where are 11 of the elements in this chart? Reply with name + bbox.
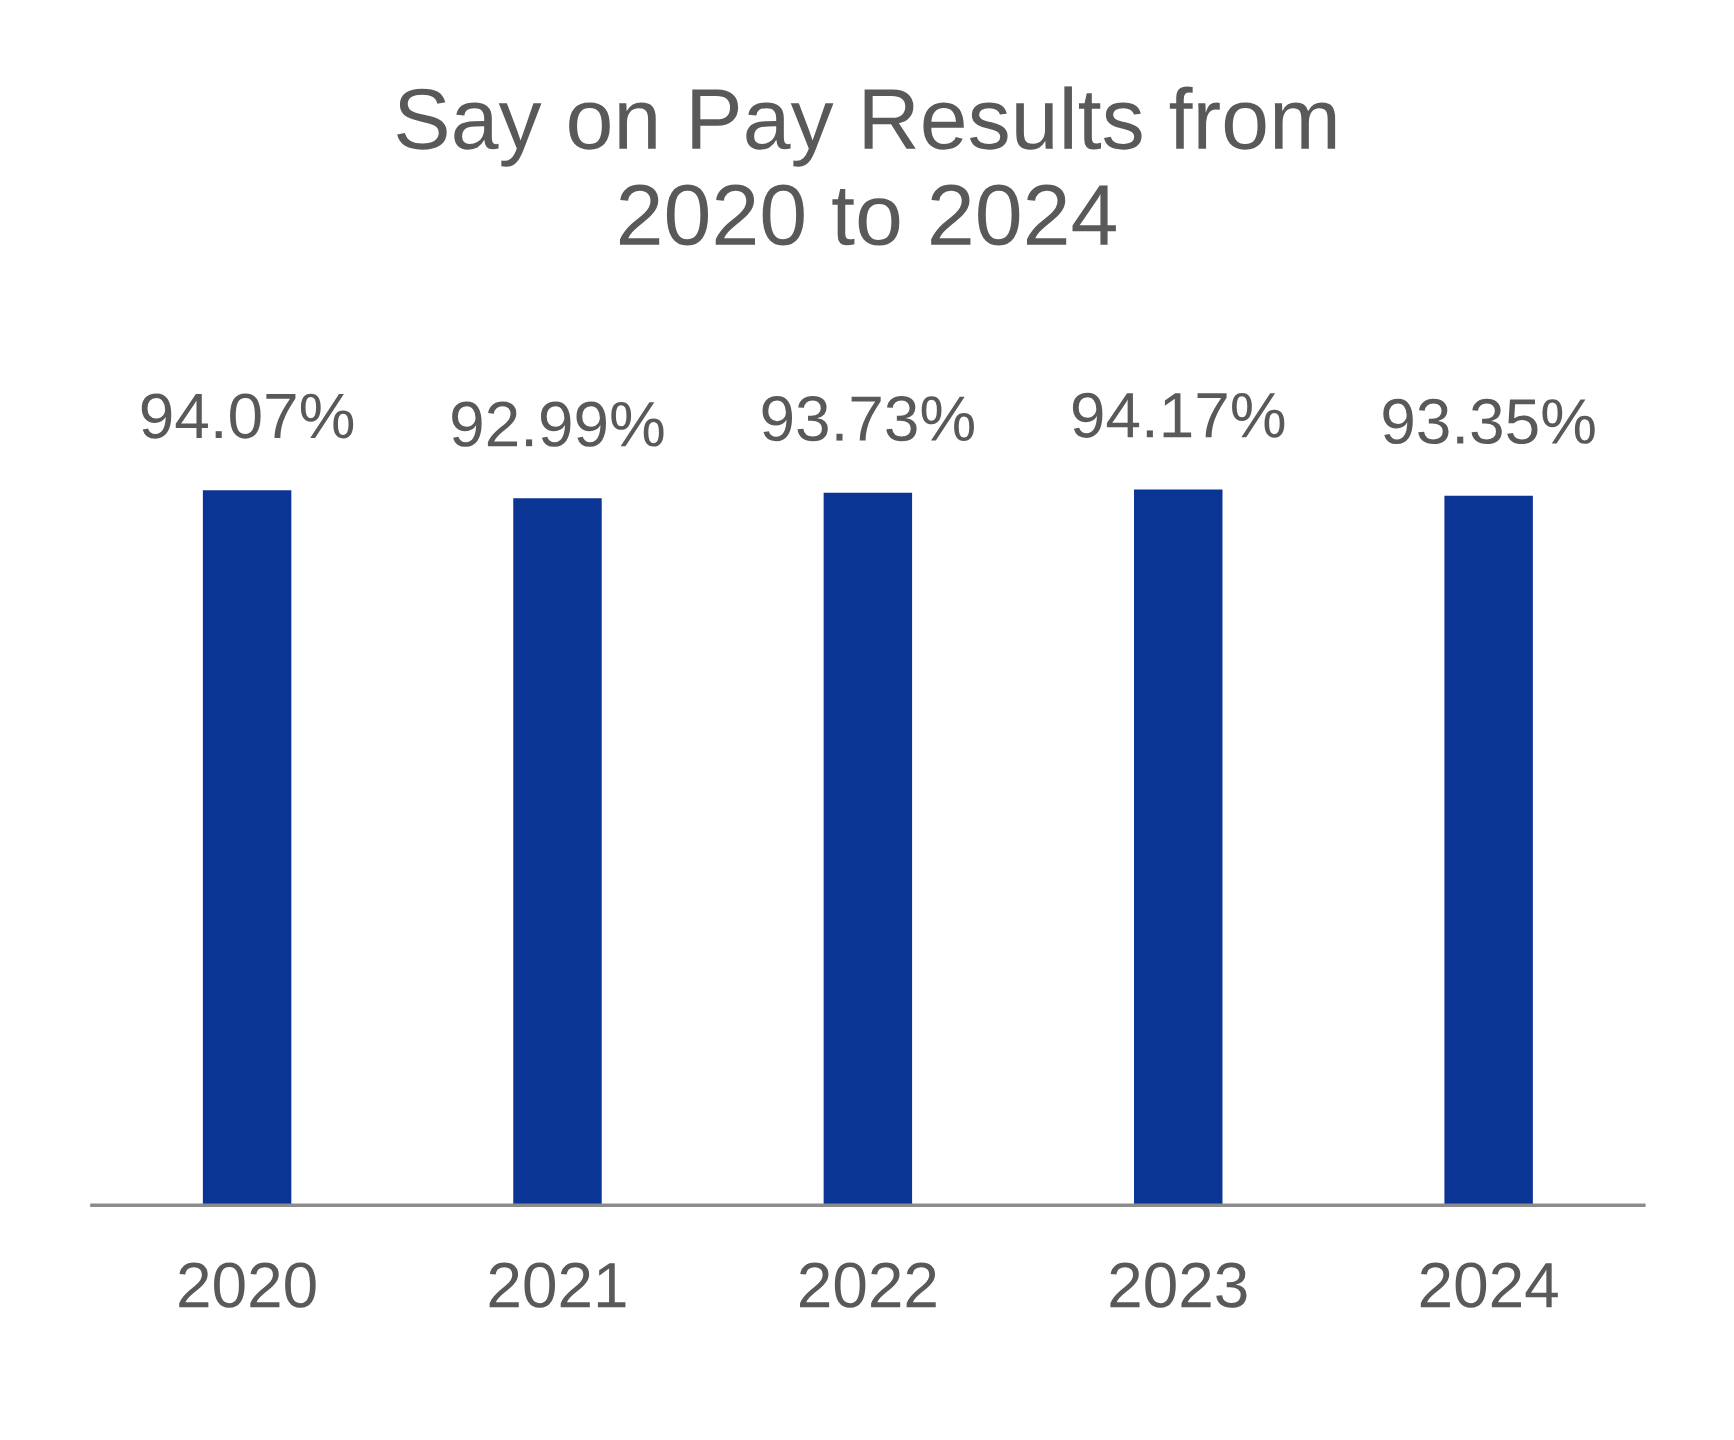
x-tick-label: 2022	[800, 1262, 936, 1308]
data-label: 92.99%	[452, 401, 664, 447]
x-tick-label: 2024	[1420, 1262, 1558, 1308]
data-label: 93.35%	[1383, 398, 1595, 445]
data-label: 94.07%	[141, 393, 354, 439]
data-label: 93.73%	[762, 395, 974, 442]
data-label: 94.17%	[1072, 392, 1285, 438]
chart-title: Say on Pay Results from 2020 to 2024	[397, 86, 1336, 246]
x-tick-label: 2020	[179, 1262, 316, 1308]
x-tick-label: 2021	[489, 1262, 626, 1308]
x-tick-label: 2023	[1110, 1262, 1247, 1308]
